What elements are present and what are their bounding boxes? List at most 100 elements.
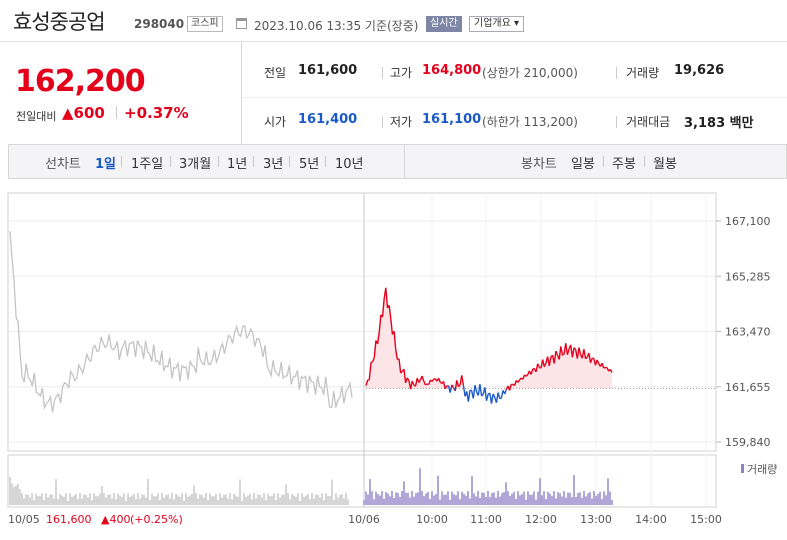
today-price-segment (403, 369, 407, 383)
prev-day-line (9, 231, 353, 413)
tab-candle-monthly[interactable]: 월봉 (653, 157, 677, 172)
today-price-segment (525, 374, 529, 377)
tab-candle-daily[interactable]: 일봉 (571, 157, 595, 172)
tab-candle-weekly[interactable]: 주봉 (612, 157, 636, 172)
today-price-segment (418, 379, 422, 383)
today-price-segment (596, 359, 600, 364)
price-pane-frame (7, 192, 717, 452)
tab-period-5y[interactable]: 5년 (299, 157, 320, 172)
current-quote: 162,200 전일대비 ▲600 +0.37% (8, 42, 242, 144)
today-price-segment (388, 305, 392, 319)
prev-close-label: 전일 (264, 66, 287, 80)
today-price-segment (390, 318, 394, 335)
x-tick-label: 10/06 (348, 513, 380, 526)
prev-day-percent: (+0.25%) (130, 513, 183, 526)
candle-chart-label: 봉차트 (521, 157, 557, 172)
today-price-segment (371, 357, 375, 363)
y-tick-label: 161,655 (725, 381, 771, 394)
today-price-segment (495, 392, 499, 403)
tab-period-3y[interactable]: 3년 (263, 157, 284, 172)
change-divider (116, 106, 117, 119)
today-price-segment (474, 385, 478, 393)
tab-divider (325, 156, 326, 167)
today-price-segment (522, 374, 526, 380)
x-tick-label: 10:00 (416, 513, 448, 526)
line-chart-label: 선차트 (45, 157, 81, 172)
tab-divider (121, 156, 122, 167)
today-price-segment (431, 378, 435, 382)
stats-row-divider (242, 97, 787, 98)
tab-period-1y[interactable]: 1년 (227, 157, 248, 172)
today-price-segment (562, 353, 565, 356)
change-percent: +0.37% (124, 104, 189, 122)
today-price-segment (442, 381, 446, 389)
y-tick-label: 163,470 (725, 326, 771, 339)
quote-datetime: 2023.10.06 13:35 기준(장중) (254, 19, 419, 33)
x-tick-label: 13:00 (580, 513, 612, 526)
tab-period-1w[interactable]: 1주일 (131, 157, 164, 172)
today-price-segment (426, 383, 429, 386)
today-price-segment (393, 331, 397, 350)
low-label: 저가 (390, 115, 413, 129)
realtime-button[interactable]: 실시간 (426, 16, 462, 32)
today-price-segment (456, 380, 460, 387)
tab-group-divider (404, 145, 405, 178)
today-price-segment (497, 392, 501, 399)
today-price-segment (370, 361, 373, 364)
upper-limit: (상한가 210,000) (482, 66, 578, 80)
today-price-segment (376, 332, 380, 344)
stat-divider (616, 116, 617, 128)
price-up-area (366, 287, 612, 389)
stock-code: 298040 (134, 17, 185, 31)
tab-divider (603, 156, 604, 167)
today-price-segment (437, 377, 441, 383)
today-price-segment (499, 397, 502, 400)
today-price-segment (530, 368, 534, 375)
company-overview-dropdown[interactable]: 기업개요 ▾ (469, 16, 524, 32)
today-price-segment (492, 393, 496, 398)
tab-divider (289, 156, 290, 167)
volume-legend-swatch (741, 464, 744, 473)
today-price-segment (484, 387, 488, 401)
stock-name: 효성중공업 (13, 10, 106, 34)
x-tick-label: 12:00 (525, 513, 557, 526)
prev-day-label: 10/05 (8, 513, 40, 526)
y-tick-label: 165,285 (725, 270, 771, 283)
today-price-segment (414, 377, 418, 387)
today-price-segment (560, 346, 564, 356)
volume-pane-frame (7, 454, 717, 508)
today-price-segment (449, 384, 453, 393)
stock-header: 효성중공업 298040 코스피 2023.10.06 13:35 기준(장중)… (0, 0, 787, 42)
today-price-segment (601, 362, 605, 369)
prev-day-change: ▲400 (101, 513, 130, 526)
tab-period-3m[interactable]: 3개월 (179, 157, 212, 172)
stat-divider (616, 67, 617, 79)
today-price-segment (409, 380, 413, 390)
today-price-segment (368, 362, 372, 380)
today-price-segment (537, 363, 541, 368)
tab-period-10y[interactable]: 10년 (335, 157, 364, 172)
today-price-segment (535, 363, 539, 373)
today-price-segment (518, 377, 522, 381)
stat-divider (382, 67, 383, 79)
amount-value: 3,183 백만 (684, 116, 754, 131)
volume-value: 19,626 (674, 63, 725, 78)
today-price-segment (406, 377, 410, 381)
today-price-segment (439, 381, 443, 385)
tab-period-1d[interactable]: 1일 (95, 157, 117, 172)
today-price-segment (444, 385, 448, 390)
today-price-segment (381, 298, 385, 317)
today-price-segment (585, 356, 588, 360)
today-price-segment (479, 384, 483, 397)
today-price-segment (428, 379, 432, 385)
change-amount: ▲600 (62, 104, 105, 122)
x-tick-label: 11:00 (470, 513, 502, 526)
tab-divider (218, 156, 219, 167)
y-tick-label: 159,840 (725, 436, 771, 449)
today-price-segment (411, 380, 415, 386)
quote-stats: 전일 161,600 고가 164,800 (상한가 210,000) 거래량 … (242, 42, 787, 144)
today-price-segment (373, 340, 377, 358)
today-price-segment (365, 379, 369, 386)
today-price-segment (504, 389, 507, 395)
